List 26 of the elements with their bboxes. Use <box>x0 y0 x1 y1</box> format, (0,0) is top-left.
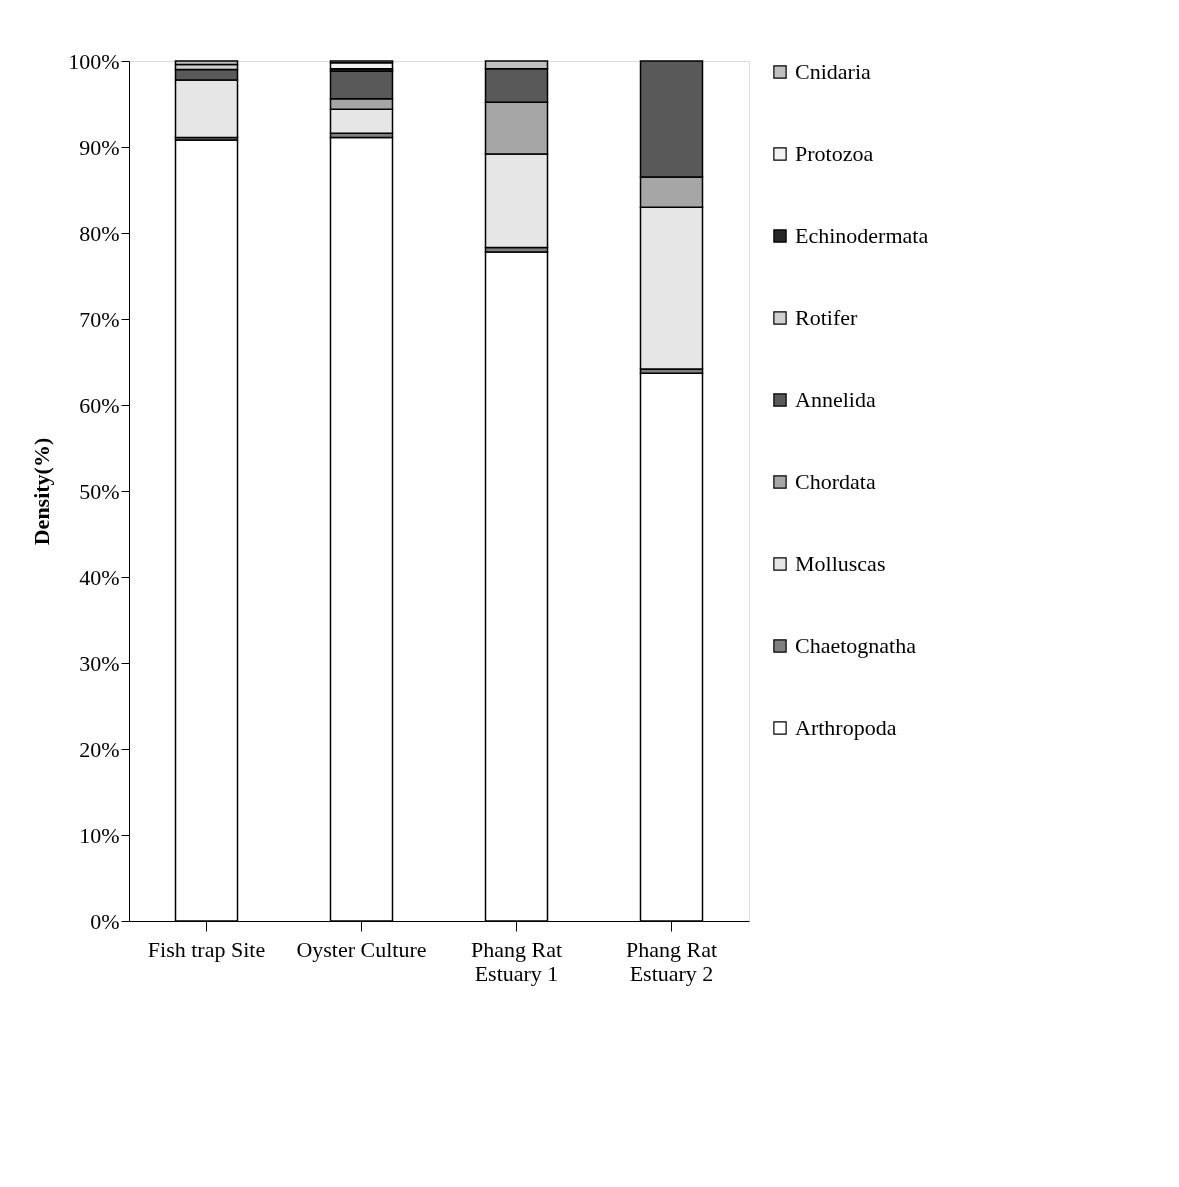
y-tick-label: 70% <box>79 306 120 332</box>
x-tick-label: Oyster Culture <box>296 936 427 962</box>
legend-label: Arthropoda <box>795 715 897 740</box>
y-tick-label: 90% <box>79 134 120 160</box>
y-tick-label: 30% <box>79 650 120 676</box>
y-tick-label: 100% <box>68 48 120 74</box>
y-tick-label: 20% <box>79 736 120 762</box>
legend-label: Annelida <box>795 387 876 412</box>
legend-label: Molluscas <box>795 551 886 576</box>
x-tick-label: Phang Rat Estuary 1 <box>470 936 563 986</box>
legend-label: Cnidaria <box>795 59 871 84</box>
legend-label: Echinodermata <box>795 223 929 248</box>
y-tick-label: 60% <box>79 392 120 418</box>
legend-label: Protozoa <box>795 141 874 166</box>
bar <box>174 60 239 66</box>
y-axis-title: Density(%) <box>29 437 55 546</box>
x-tick-label: Phang Rat Estuary 2 <box>625 936 718 986</box>
x-tick-label: Fish trap Site <box>147 936 266 962</box>
legend-label: Rotifer <box>795 305 858 330</box>
y-tick-label: 0% <box>90 908 120 934</box>
y-tick-label: 10% <box>79 822 120 848</box>
y-tick-label: 40% <box>79 564 120 590</box>
legend-label: Chordata <box>795 469 876 494</box>
y-tick-label: 50% <box>79 478 120 504</box>
y-tick-label: 80% <box>79 220 120 246</box>
legend-label: Chaetognatha <box>795 633 917 658</box>
